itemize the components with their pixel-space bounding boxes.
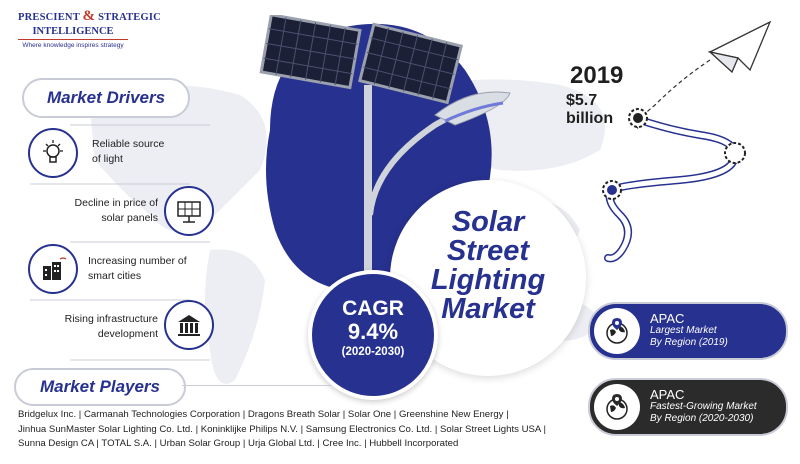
driver-icon-reliable-light — [28, 128, 78, 178]
driver-text-reliable-light: Reliable source of light — [92, 138, 165, 165]
globe-location-icon — [606, 394, 628, 420]
logo-ampersand: & — [82, 8, 96, 24]
market-title: Solar Street Lighting Market — [400, 208, 576, 324]
cagr-label: CAGR — [342, 297, 404, 320]
title-line-2: Street — [446, 235, 530, 267]
driver-icon-smart-cities — [28, 244, 78, 294]
globe-location-icon — [606, 318, 628, 344]
players-line-2: Jinhua SunMaster Solar Lighting Co. Ltd.… — [18, 423, 546, 435]
region-badge-icon-wrap — [594, 308, 640, 354]
driver-separators — [30, 124, 210, 361]
logo-word-prescient: PRESCIENT — [18, 12, 80, 23]
market-players-title: Market Players — [39, 377, 161, 396]
title-line-1: Solar — [451, 206, 525, 238]
path-marker-2 — [724, 142, 746, 164]
driver-icon-infrastructure — [164, 300, 214, 350]
region-badge-fastest: APAC Fastest-Growing Market By Region (2… — [588, 378, 788, 436]
title-line-3: Lighting — [430, 264, 546, 296]
solar-street-light-illustration — [259, 15, 511, 310]
logo-word-intelligence: INTELLIGENCE — [32, 26, 114, 37]
region-largest-line1: Largest Market — [650, 325, 717, 336]
solar-panel-icon — [177, 201, 201, 223]
driver-text-smart-cities: Increasing number of smart cities — [88, 255, 187, 282]
idea-bulb-icon — [43, 140, 63, 163]
cagr-period: (2020-2030) — [341, 346, 405, 358]
region-fastest-name: APAC — [650, 387, 685, 402]
cagr-circle: CAGR 9.4% (2020-2030) — [308, 270, 438, 400]
market-size-unit: billion — [566, 110, 614, 127]
logo-word-strategic: STRATEGIC — [98, 12, 161, 23]
region-fastest-line2: By Region (2020-2030) — [650, 413, 754, 424]
driver-text-solar-panels: Decline in price of solar panels — [74, 197, 158, 224]
cagr-value: 9.4% — [347, 319, 399, 344]
market-players-heading: Market Players — [14, 368, 186, 406]
driver-icon-solar-panels — [164, 186, 214, 236]
driver-text-infrastructure: Rising infrastructure development — [64, 313, 158, 340]
growth-path-illustration — [602, 20, 772, 263]
market-players-list: Bridgelux Inc. | Carmanah Technologies C… — [18, 408, 598, 452]
region-largest-name: APAC — [650, 311, 685, 326]
title-line-4: Market — [441, 293, 535, 325]
smart-city-icon — [43, 257, 67, 280]
market-size-value: $5.7 — [566, 92, 598, 109]
players-divider — [182, 385, 332, 386]
region-fastest-line1: Fastest-Growing Market — [650, 401, 757, 412]
players-line-3: Sunna Design CA | TOTAL S.A. | Urban Sol… — [18, 438, 459, 449]
market-drivers-heading: Market Drivers — [22, 78, 190, 118]
market-drivers-title: Market Drivers — [46, 88, 166, 107]
region-largest-line2: By Region (2019) — [650, 337, 728, 348]
company-logo: PRESCIENT & STRATEGIC INTELLIGENCE Where… — [18, 8, 161, 56]
market-size-year: 2019 — [570, 62, 624, 89]
players-line-1: Bridgelux Inc. | Carmanah Technologies C… — [18, 409, 509, 420]
paper-plane-icon — [708, 20, 772, 72]
region-badge-largest: APAC Largest Market By Region (2019) — [588, 302, 788, 360]
infrastructure-icon — [178, 315, 200, 336]
logo-tagline: Where knowledge inspires strategy — [22, 42, 124, 49]
region-badge-icon-wrap — [594, 384, 640, 430]
